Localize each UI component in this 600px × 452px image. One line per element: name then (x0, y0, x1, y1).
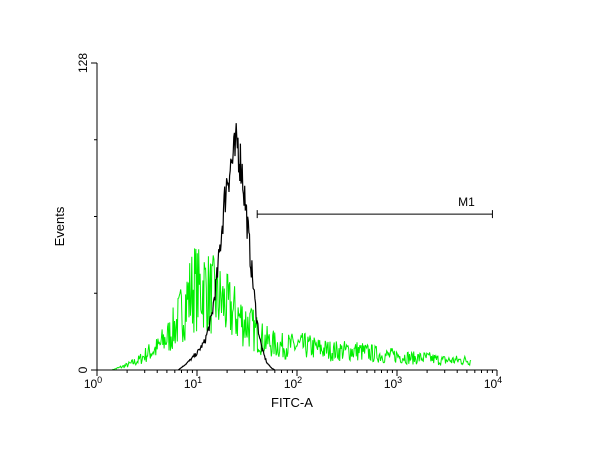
series-1-trace (177, 123, 276, 371)
axes-layer (96, 63, 497, 371)
marker-layer: M1 (256, 195, 493, 219)
ticks-layer: 100 101 102 103 104 0 128 (76, 53, 502, 391)
x-tick-label-2: 102 (284, 375, 302, 391)
y-axis-title: Events (52, 206, 67, 246)
x-tick-label-3: 103 (384, 375, 402, 391)
x-tick-label-4: 104 (484, 375, 502, 391)
series-0-trace (111, 248, 472, 371)
y-tick-label-0: 0 (76, 366, 90, 373)
series-layer (111, 123, 472, 371)
x-axis-title: FITC-A (271, 395, 313, 410)
y-tick-label-1: 128 (76, 53, 90, 73)
x-tick-label-0: 100 (84, 375, 102, 391)
x-tick-label-1: 101 (184, 375, 202, 391)
marker-label-0: M1 (458, 195, 475, 209)
